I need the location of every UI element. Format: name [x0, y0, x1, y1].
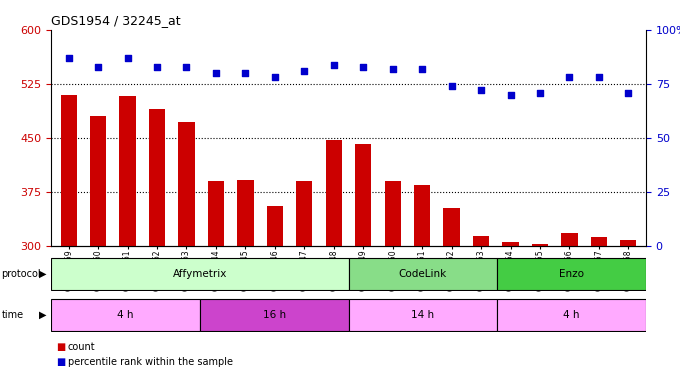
Bar [90, 116, 106, 246]
FancyBboxPatch shape [51, 299, 200, 331]
Point [358, 64, 369, 70]
Point [623, 90, 634, 96]
Text: protocol: protocol [1, 269, 41, 279]
Point [152, 64, 163, 70]
Bar [473, 236, 489, 246]
Text: ▶: ▶ [39, 269, 46, 279]
FancyBboxPatch shape [348, 299, 497, 331]
Bar [532, 244, 548, 246]
Bar [267, 206, 283, 246]
Point [446, 83, 457, 89]
Point [505, 92, 516, 98]
Point [63, 55, 74, 61]
Text: Affymetrix: Affymetrix [173, 269, 227, 279]
Bar [620, 240, 636, 246]
Text: percentile rank within the sample: percentile rank within the sample [68, 357, 233, 367]
Text: GDS1954 / 32245_at: GDS1954 / 32245_at [51, 15, 181, 27]
Text: 4 h: 4 h [563, 310, 580, 320]
Bar [149, 109, 165, 246]
Point [564, 74, 575, 81]
Text: 16 h: 16 h [262, 310, 286, 320]
Text: time: time [1, 310, 24, 320]
Point [594, 74, 605, 81]
Text: Enzo: Enzo [559, 269, 584, 279]
Bar [120, 96, 136, 246]
Bar [503, 242, 519, 246]
Text: 4 h: 4 h [117, 310, 134, 320]
Point [299, 68, 310, 74]
Bar [591, 237, 607, 246]
Bar [414, 184, 430, 246]
Point [181, 64, 192, 70]
Point [92, 64, 103, 70]
Bar [355, 144, 371, 246]
Point [122, 55, 133, 61]
Point [328, 62, 339, 68]
Text: 14 h: 14 h [411, 310, 435, 320]
Bar [443, 208, 460, 246]
Point [269, 74, 280, 81]
Bar [326, 140, 342, 246]
FancyBboxPatch shape [200, 299, 348, 331]
Bar [178, 122, 194, 246]
Bar [296, 181, 312, 246]
Point [475, 87, 486, 93]
Text: ■: ■ [56, 357, 65, 367]
Bar [237, 180, 254, 246]
Point [211, 70, 222, 76]
Point [240, 70, 251, 76]
FancyBboxPatch shape [497, 299, 646, 331]
FancyBboxPatch shape [348, 258, 497, 290]
FancyBboxPatch shape [51, 258, 348, 290]
Bar [561, 233, 577, 246]
FancyBboxPatch shape [497, 258, 646, 290]
Text: ■: ■ [56, 342, 65, 352]
Bar [385, 181, 401, 246]
Bar [208, 181, 224, 246]
Bar [61, 95, 77, 246]
Point [387, 66, 398, 72]
Text: CodeLink: CodeLink [398, 269, 447, 279]
Point [417, 66, 428, 72]
Text: count: count [68, 342, 96, 352]
Point [534, 90, 545, 96]
Text: ▶: ▶ [39, 310, 46, 320]
